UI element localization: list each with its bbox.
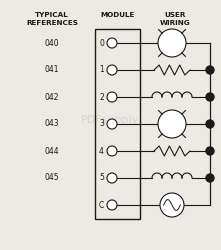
Circle shape <box>206 120 214 128</box>
Text: 042: 042 <box>45 92 59 102</box>
Text: 3: 3 <box>99 120 104 128</box>
Text: WIRING: WIRING <box>160 20 190 26</box>
Circle shape <box>107 146 117 156</box>
Text: 041: 041 <box>45 66 59 74</box>
Circle shape <box>107 200 117 210</box>
Text: USER: USER <box>164 12 186 18</box>
Text: 2: 2 <box>99 92 104 102</box>
Text: 0: 0 <box>99 38 104 48</box>
Circle shape <box>160 193 184 217</box>
Circle shape <box>158 29 186 57</box>
Circle shape <box>107 92 117 102</box>
Text: 043: 043 <box>45 120 59 128</box>
Circle shape <box>107 119 117 129</box>
Text: 045: 045 <box>45 174 59 182</box>
Text: TYPICAL: TYPICAL <box>35 12 69 18</box>
Circle shape <box>107 173 117 183</box>
Text: 040: 040 <box>45 38 59 48</box>
Circle shape <box>107 65 117 75</box>
Text: 044: 044 <box>45 146 59 156</box>
Text: 4: 4 <box>99 146 104 156</box>
Text: MODULE: MODULE <box>101 12 135 18</box>
Bar <box>95 29 140 219</box>
Circle shape <box>206 66 214 74</box>
Text: C: C <box>99 200 104 209</box>
Text: 1: 1 <box>99 66 104 74</box>
Circle shape <box>206 174 214 182</box>
Text: 5: 5 <box>99 174 104 182</box>
Circle shape <box>158 110 186 138</box>
Circle shape <box>107 38 117 48</box>
Text: PDFsupply: PDFsupply <box>81 115 139 125</box>
Text: REFERENCES: REFERENCES <box>26 20 78 26</box>
Circle shape <box>206 93 214 101</box>
Circle shape <box>206 147 214 155</box>
